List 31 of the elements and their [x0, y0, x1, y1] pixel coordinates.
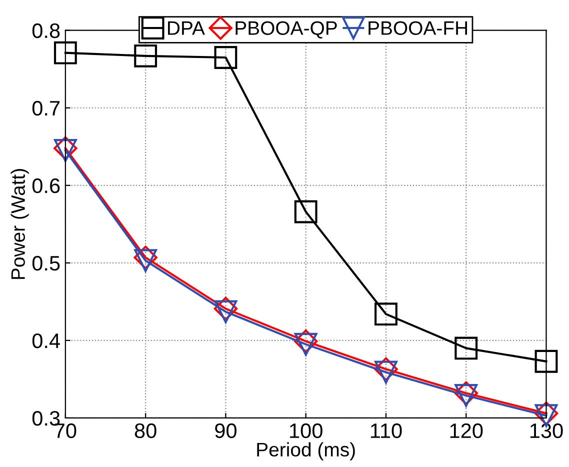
point: [294, 200, 318, 224]
point: [374, 302, 398, 326]
x-tick-label: 130: [530, 423, 563, 438]
point: [214, 300, 238, 324]
y-axis-title: Power (Watt): [10, 169, 29, 279]
point: [134, 249, 158, 272]
y-tick-label: 0.8: [32, 23, 60, 38]
point: [454, 336, 478, 360]
point: [294, 332, 318, 356]
x-tick-label: 80: [134, 423, 156, 438]
point: [134, 44, 158, 68]
x-axis-title: Period (ms): [257, 442, 355, 460]
x-tick-label: 90: [215, 423, 236, 438]
y-tick-label: 0.6: [32, 178, 60, 194]
x-tick-label: 100: [290, 423, 322, 438]
point: [374, 357, 398, 381]
point: [214, 46, 238, 69]
point: [214, 296, 238, 321]
point: [534, 350, 558, 373]
x-tick-label: 110: [370, 423, 402, 438]
y-tick-label: 0.5: [32, 256, 60, 271]
point: [374, 360, 398, 384]
y-tick-label: 0.7: [32, 100, 60, 116]
legend-label: DPA: [168, 21, 205, 35]
point: [54, 41, 77, 64]
x-tick-label: 120: [450, 423, 483, 438]
legend-label: PBOOA-FH: [368, 21, 467, 35]
point: [134, 246, 158, 270]
legend-label: PBOOA-QP: [236, 21, 337, 38]
point: [294, 329, 318, 354]
y-tick-label: 0.4: [32, 333, 60, 348]
